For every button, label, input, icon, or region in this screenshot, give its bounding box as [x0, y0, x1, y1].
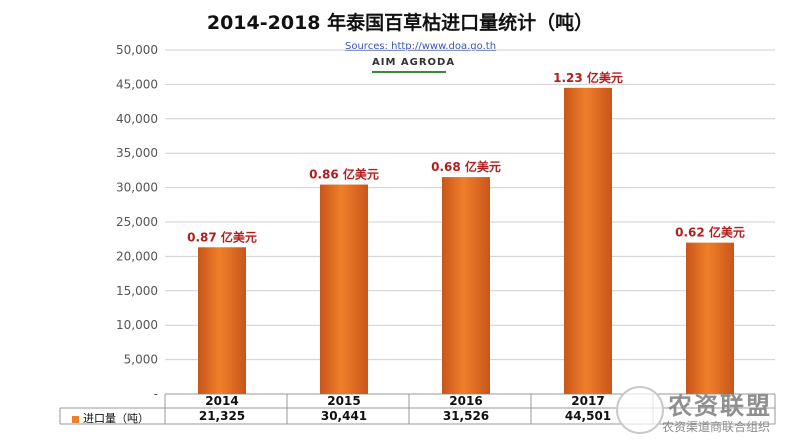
table-cell: 21,325: [199, 409, 245, 423]
y-tick-label: 20,000: [116, 249, 158, 263]
table-cell: 31,526: [443, 409, 489, 423]
source-text: Sources: http://www.doa.go.th: [345, 41, 497, 52]
y-tick-label: 5,000: [124, 353, 158, 367]
y-tick-label: 35,000: [116, 146, 158, 160]
bar: [686, 242, 734, 394]
legend-label: 进口量（吨）: [83, 412, 149, 425]
watermark-name: 农资联盟: [668, 392, 772, 420]
y-tick-label: 10,000: [116, 318, 158, 332]
x-tick-label: 2014: [205, 394, 238, 408]
brand-underline: [372, 71, 446, 73]
data-label: 1.23 亿美元: [553, 70, 623, 85]
y-tick-label: -: [154, 387, 158, 401]
chart-title: 2014-2018 年泰国百草枯进口量统计（吨）: [206, 12, 594, 34]
data-label: 0.87 亿美元: [187, 229, 257, 244]
bar: [442, 177, 490, 394]
table-cell: 30,441: [321, 409, 367, 423]
y-tick-label: 25,000: [116, 215, 158, 229]
bar: [564, 87, 612, 394]
x-tick-label: 2016: [449, 394, 482, 408]
watermark-subtitle: 农资渠道商联合组织: [662, 420, 771, 434]
table-row-header: 进口量（吨）: [72, 410, 149, 426]
legend-swatch: [72, 415, 79, 423]
bar: [320, 184, 368, 394]
watermark: 农资联盟 农资渠道商联合组织: [612, 384, 798, 440]
y-tick-label: 30,000: [116, 181, 158, 195]
x-tick-label: 2017: [571, 394, 604, 408]
watermark-logo-icon: [616, 386, 664, 434]
table-cell: 44,501: [565, 409, 611, 423]
y-tick-label: 50,000: [116, 43, 158, 57]
y-tick-label: 40,000: [116, 112, 158, 126]
brand-text: AIM AGRODA: [372, 57, 456, 68]
y-tick-label: 45,000: [116, 77, 158, 91]
x-tick-label: 2015: [327, 394, 360, 408]
y-tick-label: 15,000: [116, 284, 158, 298]
data-label: 0.62 亿美元: [675, 225, 745, 240]
bar: [198, 247, 246, 394]
data-label: 0.86 亿美元: [309, 167, 379, 182]
data-label: 0.68 亿美元: [431, 159, 501, 174]
